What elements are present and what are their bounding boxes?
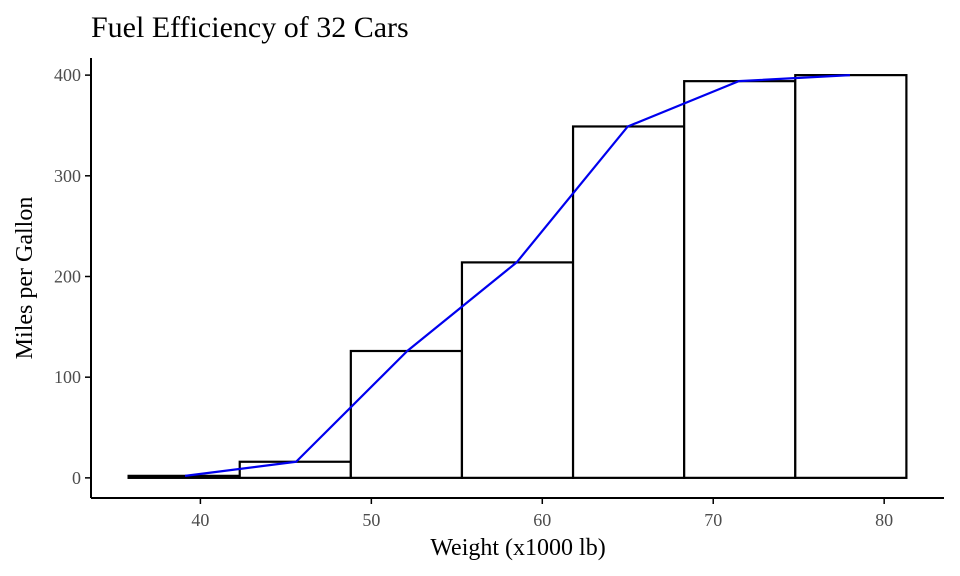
x-tick-label-40: 40 [191,510,209,530]
y-tick-label-300: 300 [54,166,81,186]
y-tick-label-100: 100 [54,367,81,387]
chart-title: Fuel Efficiency of 32 Cars [91,11,409,44]
cumulative-line [184,74,851,477]
x-axis-title: Weight (x1000 lb) [430,535,605,561]
histogram-bar-1 [127,474,241,479]
histogram-bar-5 [571,125,686,479]
x-tick-label-50: 50 [362,510,380,530]
y-tick-label-200: 200 [54,266,81,286]
x-tick-label-70: 70 [704,510,722,530]
histogram-bar-3 [349,349,464,479]
bars-layer [127,74,908,479]
y-tick-label-400: 400 [54,65,81,85]
line-layer [184,74,851,477]
histogram-bar-4 [460,261,575,479]
histogram-bar-2 [238,460,352,479]
x-tick-label-60: 60 [533,510,551,530]
y-tick-label-0: 0 [72,468,81,488]
histogram-bar-6 [683,80,797,479]
x-tick-label-80: 80 [875,510,893,530]
x-axis-ticks: 40 50 60 70 80 [191,498,893,530]
histogram-bar-7 [794,74,908,479]
y-axis-title: Miles per Gallon [12,197,38,360]
y-axis-ticks: 0 100 200 300 400 [54,65,91,488]
